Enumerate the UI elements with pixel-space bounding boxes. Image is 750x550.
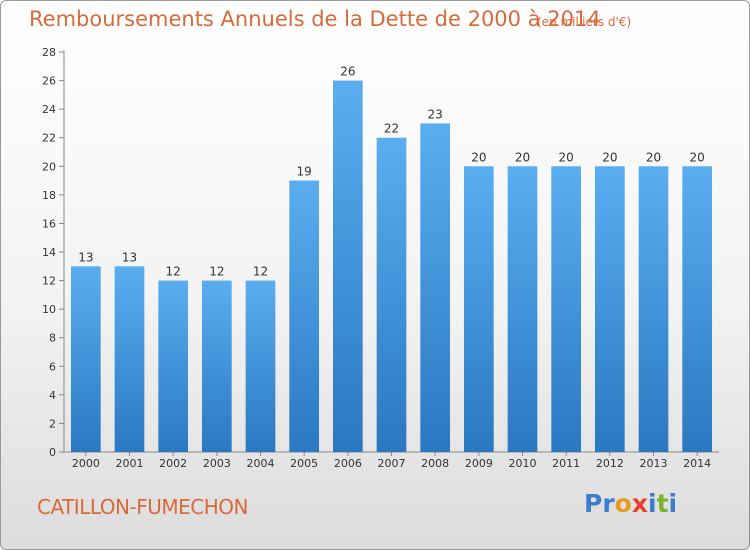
bar — [201, 280, 232, 452]
y-tick-label: 4 — [49, 389, 56, 402]
bar-value-label: 20 — [515, 150, 530, 164]
bar-value-label: 22 — [384, 122, 399, 136]
x-tick-label: 2013 — [640, 457, 668, 470]
x-tick-label: 2007 — [378, 457, 406, 470]
bar — [376, 137, 407, 452]
y-tick-label: 6 — [49, 360, 56, 373]
y-tick-label: 22 — [42, 132, 56, 145]
x-tick-label: 2011 — [552, 457, 580, 470]
bar — [682, 166, 713, 453]
y-tick-label: 26 — [42, 75, 56, 88]
x-tick-label: 2000 — [72, 457, 100, 470]
y-tick-label: 0 — [49, 446, 56, 459]
y-tick-label: 16 — [42, 217, 56, 230]
bar — [245, 280, 276, 452]
x-tick-label: 2006 — [334, 457, 362, 470]
bar — [114, 266, 145, 452]
logo-letter: i — [648, 489, 657, 518]
chart-title: Remboursements Annuels de la Dette de 20… — [29, 7, 601, 31]
y-tick-label: 20 — [42, 160, 56, 173]
x-tick-label: 2004 — [247, 457, 275, 470]
bar — [507, 166, 538, 453]
bar — [420, 123, 451, 452]
x-tick-label: 2008 — [421, 457, 449, 470]
bar-value-label: 20 — [646, 150, 661, 164]
x-tick-label: 2001 — [116, 457, 144, 470]
x-tick-label: 2014 — [683, 457, 711, 470]
y-tick-label: 14 — [42, 246, 56, 259]
bar-value-label: 19 — [297, 165, 312, 179]
bar — [70, 266, 101, 452]
bar-value-label: 23 — [428, 107, 443, 121]
bar — [289, 180, 320, 453]
y-tick-label: 2 — [49, 417, 56, 430]
y-tick-label: 18 — [42, 189, 56, 202]
bar-value-label: 13 — [78, 250, 93, 264]
bar — [594, 166, 625, 453]
y-tick-label: 10 — [42, 303, 56, 316]
proxiti-logo: Proxiti — [584, 489, 677, 518]
bar-value-label: 26 — [340, 65, 355, 79]
x-tick-label: 2005 — [290, 457, 318, 470]
logo-letter: P — [584, 489, 603, 518]
bar — [638, 166, 669, 453]
logo-letter: i — [668, 489, 678, 518]
y-tick-label: 12 — [42, 275, 56, 288]
logo-letter: o — [614, 489, 632, 518]
bar — [332, 80, 363, 453]
bar-value-label: 20 — [559, 150, 574, 164]
logo-letter: r — [602, 489, 615, 518]
x-tick-label: 2003 — [203, 457, 231, 470]
logo-letter: x — [631, 489, 648, 518]
logo-letter: t — [656, 489, 669, 518]
y-tick-label: 28 — [42, 46, 56, 59]
y-tick-label: 24 — [42, 103, 56, 116]
x-tick-label: 2012 — [596, 457, 624, 470]
bar-value-label: 20 — [602, 150, 617, 164]
y-tick-label: 8 — [49, 332, 56, 345]
x-tick-label: 2010 — [509, 457, 537, 470]
bar-value-label: 20 — [471, 150, 486, 164]
bar-value-label: 12 — [166, 265, 181, 279]
bar-value-label: 13 — [122, 250, 137, 264]
bar — [158, 280, 189, 452]
chart-unit: (en milliers d'€) — [537, 15, 632, 29]
bar — [463, 166, 494, 453]
bar-value-label: 12 — [253, 265, 268, 279]
place-name: CATILLON-FUMECHON — [37, 495, 248, 519]
x-tick-label: 2009 — [465, 457, 493, 470]
bar-value-label: 12 — [209, 265, 224, 279]
bar — [551, 166, 582, 453]
bar-value-label: 20 — [690, 150, 705, 164]
x-tick-label: 2002 — [159, 457, 187, 470]
